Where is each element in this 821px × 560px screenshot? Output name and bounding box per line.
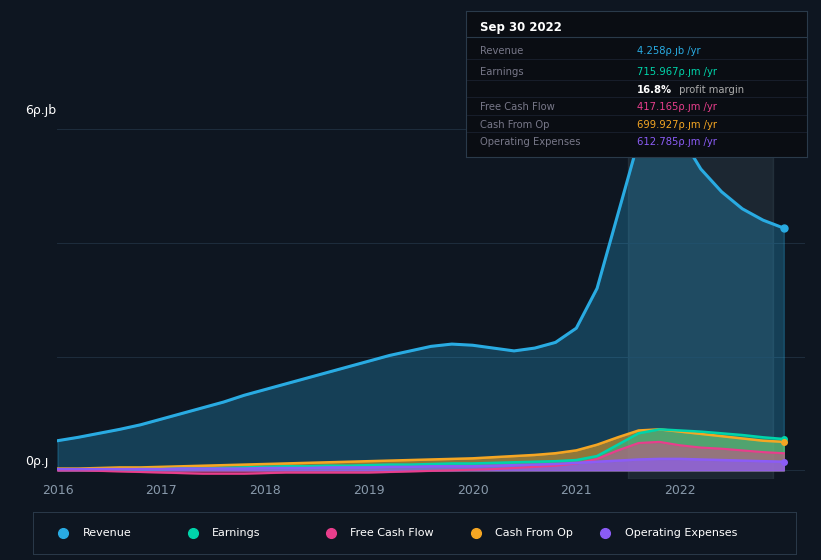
Text: Free Cash Flow: Free Cash Flow <box>480 102 555 113</box>
Text: Sep 30 2022: Sep 30 2022 <box>480 21 562 34</box>
Text: 16.8%: 16.8% <box>637 85 672 95</box>
Text: 4.258ρ.ȷb /yr: 4.258ρ.ȷb /yr <box>637 45 700 55</box>
Text: Revenue: Revenue <box>82 529 131 538</box>
Text: 6ρ.ȷb: 6ρ.ȷb <box>25 104 56 116</box>
Text: Earnings: Earnings <box>213 529 261 538</box>
Text: Earnings: Earnings <box>480 67 524 77</box>
Text: Cash From Op: Cash From Op <box>495 529 573 538</box>
Text: Operating Expenses: Operating Expenses <box>480 137 580 147</box>
Bar <box>628 101 773 479</box>
Text: Free Cash Flow: Free Cash Flow <box>350 529 433 538</box>
Text: 612.785ρ.ȷm /yr: 612.785ρ.ȷm /yr <box>637 137 717 147</box>
Text: 0ρ.ȷ: 0ρ.ȷ <box>25 455 48 468</box>
Text: Revenue: Revenue <box>480 45 523 55</box>
Text: 699.927ρ.ȷm /yr: 699.927ρ.ȷm /yr <box>637 120 717 130</box>
Text: Operating Expenses: Operating Expenses <box>625 529 737 538</box>
Text: 715.967ρ.ȷm /yr: 715.967ρ.ȷm /yr <box>637 67 717 77</box>
Text: 417.165ρ.ȷm /yr: 417.165ρ.ȷm /yr <box>637 102 717 113</box>
Text: Cash From Op: Cash From Op <box>480 120 549 130</box>
Text: profit margin: profit margin <box>676 85 744 95</box>
